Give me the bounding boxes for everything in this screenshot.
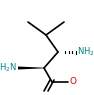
Polygon shape <box>18 66 44 70</box>
Text: O: O <box>70 78 77 87</box>
Text: NH$_2$: NH$_2$ <box>77 46 94 58</box>
Text: H$_2$N: H$_2$N <box>0 62 17 74</box>
